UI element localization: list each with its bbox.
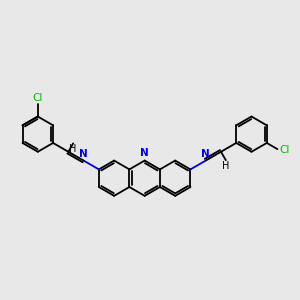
Text: H: H (222, 161, 230, 171)
Text: N: N (140, 148, 149, 158)
Text: H: H (70, 144, 77, 154)
Text: Cl: Cl (279, 145, 290, 155)
Text: N: N (201, 149, 210, 159)
Text: N: N (79, 149, 88, 159)
Text: Cl: Cl (33, 93, 43, 103)
